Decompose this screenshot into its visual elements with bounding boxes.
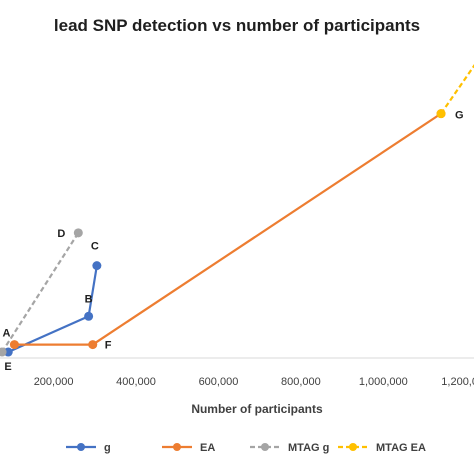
legend-swatch-marker — [261, 443, 269, 451]
legend-entry: g — [104, 442, 111, 454]
data-point — [3, 347, 13, 357]
chart-title: lead SNP detection vs number of particip… — [53, 16, 421, 35]
legend-entry: MTAG g — [288, 442, 329, 454]
data-point — [84, 311, 94, 321]
x-tick-label: 1,200,000 — [441, 376, 474, 388]
legend-swatch-marker — [349, 443, 357, 451]
x-tick-label: 200,000 — [34, 376, 74, 388]
point-label: A — [2, 328, 10, 340]
legend-entry: EA — [200, 442, 215, 454]
data-point — [73, 228, 83, 238]
series-line-mtag-ea — [440, 64, 474, 115]
data-point — [436, 109, 446, 119]
point-label: E — [4, 361, 11, 373]
legend-swatch-marker — [77, 443, 85, 451]
x-axis-label: Number of participants — [191, 402, 323, 416]
point-label: D — [57, 228, 65, 240]
series-line-g — [7, 265, 98, 354]
x-tick-label: 800,000 — [281, 376, 321, 388]
x-tick-label: 400,000 — [116, 376, 156, 388]
series-line-mtag-g — [1, 232, 80, 353]
point-label: F — [105, 340, 112, 352]
point-label: G — [455, 110, 464, 122]
data-point — [0, 347, 7, 357]
legend-swatch-marker — [173, 443, 181, 451]
data-point — [92, 261, 102, 271]
x-tick-label: 600,000 — [199, 376, 239, 388]
point-label: B — [85, 293, 93, 305]
legend-entry: MTAG EA — [376, 442, 426, 454]
data-point — [88, 340, 98, 350]
x-tick-label: 1,000,000 — [359, 376, 408, 388]
data-point — [9, 340, 19, 350]
point-label: C — [91, 241, 99, 253]
